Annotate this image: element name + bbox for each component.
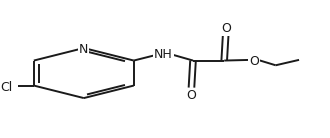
Text: O: O (186, 89, 196, 102)
Text: O: O (249, 55, 259, 68)
Text: O: O (221, 22, 231, 35)
Text: N: N (79, 43, 88, 56)
Text: Cl: Cl (1, 81, 13, 94)
Text: NH: NH (154, 48, 173, 61)
